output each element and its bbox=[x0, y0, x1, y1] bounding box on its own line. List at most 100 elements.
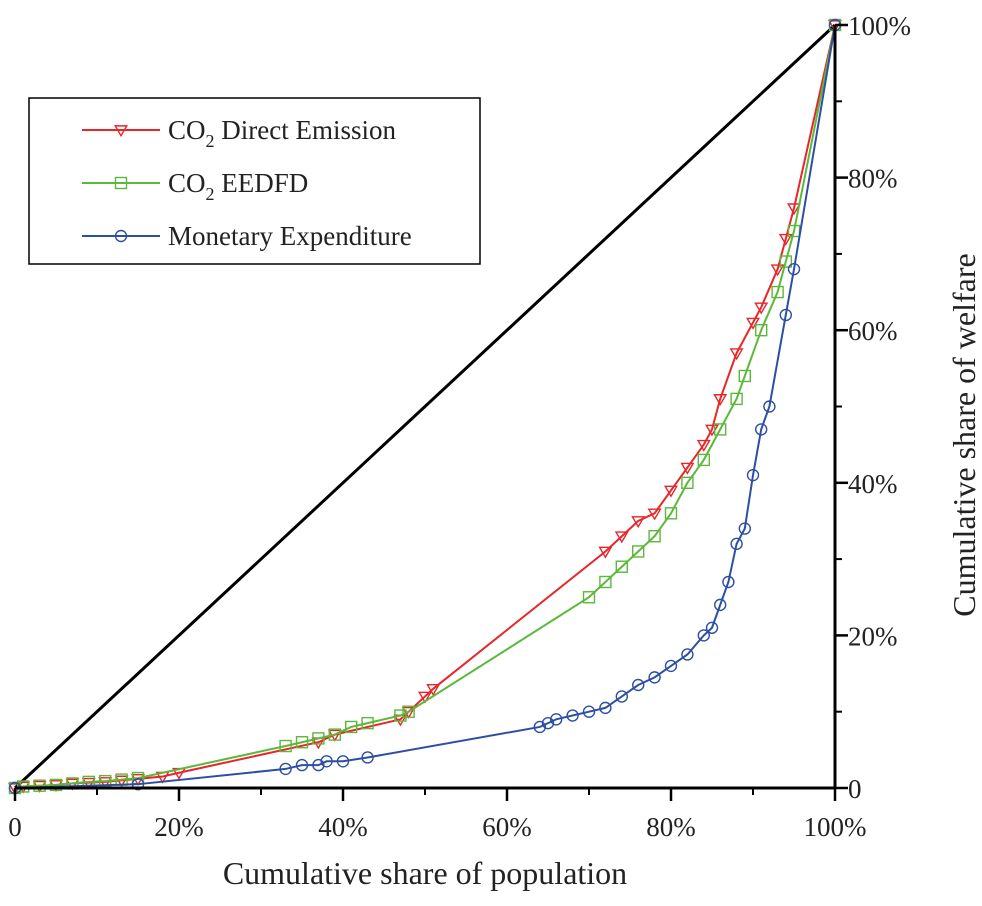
series-3-point bbox=[730, 537, 743, 551]
series-3-point bbox=[566, 709, 579, 722]
series-2-point bbox=[681, 476, 694, 489]
series-2-point bbox=[17, 780, 30, 793]
legend-marker bbox=[114, 229, 128, 243]
legend-marker bbox=[114, 125, 128, 138]
series-1-point bbox=[647, 508, 662, 521]
series-2-point bbox=[615, 560, 628, 573]
series-1-point bbox=[614, 531, 629, 544]
series-1-point bbox=[114, 775, 129, 788]
legend-label: CO2 Direct Emission bbox=[168, 115, 396, 151]
series-3-point bbox=[312, 758, 325, 772]
x-tick-label: 0 bbox=[8, 812, 22, 842]
series-2-point bbox=[664, 507, 678, 520]
series-2-point bbox=[648, 530, 661, 543]
series-2-point bbox=[755, 324, 768, 337]
series-1-point bbox=[770, 264, 785, 277]
series-3-point bbox=[779, 308, 792, 322]
legend-label: Monetary Expenditure bbox=[168, 221, 412, 251]
series-1-point bbox=[787, 203, 801, 216]
y-tick-label: 20% bbox=[848, 621, 898, 651]
legend-label: CO2 EEDFD bbox=[168, 168, 308, 204]
series-3-point bbox=[755, 423, 768, 436]
series-3-point bbox=[582, 705, 596, 718]
series-1-point bbox=[713, 394, 728, 407]
series-1-point bbox=[426, 683, 441, 696]
series-2-point bbox=[697, 453, 710, 467]
series-3-point bbox=[738, 522, 751, 535]
legend-marker bbox=[114, 176, 128, 190]
series-1-point bbox=[598, 546, 613, 559]
series-3-point bbox=[279, 762, 292, 776]
series-1-point bbox=[81, 777, 96, 790]
series-3 bbox=[8, 18, 842, 795]
equality-line bbox=[13, 23, 837, 790]
series-2-point bbox=[361, 716, 374, 730]
legend-item: Monetary Expenditure bbox=[82, 221, 412, 251]
series-2-point bbox=[49, 778, 63, 792]
series-3-point bbox=[714, 598, 727, 612]
series-2-point bbox=[738, 369, 751, 383]
series-2-point bbox=[632, 545, 645, 558]
axes-layer: 0 20% 40% 60% 80% 100% 0 20% 40% 60% 80% 100% bbox=[8, 11, 911, 842]
x-axis-title: Cumulative share of population bbox=[223, 855, 627, 891]
series-3-point bbox=[550, 713, 563, 726]
series-2-point bbox=[279, 739, 292, 753]
series-3-point bbox=[295, 758, 309, 772]
series-3-point bbox=[533, 720, 546, 734]
y-axis-title: Cumulative share of welfare bbox=[946, 253, 982, 616]
series-3-point bbox=[763, 400, 776, 413]
series-3-point bbox=[361, 751, 374, 764]
series-layer bbox=[8, 18, 842, 796]
series-1-point bbox=[98, 777, 113, 790]
series-2-point bbox=[328, 728, 341, 741]
x-tick-label: 80% bbox=[646, 812, 696, 842]
series-2-point bbox=[33, 779, 46, 792]
legend-item: CO2 EEDFD bbox=[82, 168, 308, 204]
x-tick-label: 60% bbox=[482, 812, 532, 842]
series-2 bbox=[8, 18, 842, 795]
series-2-point bbox=[599, 575, 612, 589]
x-tick-label: 100% bbox=[804, 812, 867, 842]
y-tick-label: 100% bbox=[848, 11, 911, 41]
series-3-point bbox=[705, 621, 719, 634]
series-2-point bbox=[714, 423, 727, 436]
series-2-point bbox=[312, 732, 325, 745]
series-3-point bbox=[615, 690, 628, 703]
series-1-point bbox=[729, 348, 744, 361]
x-tick-label: 40% bbox=[318, 812, 368, 842]
series-2-point bbox=[582, 591, 596, 604]
series-3-point bbox=[697, 629, 710, 642]
y-tick-label: 80% bbox=[848, 164, 898, 194]
series-3-point bbox=[320, 755, 333, 768]
series-3-point bbox=[787, 262, 801, 276]
y-tick-label: 0 bbox=[848, 774, 862, 804]
series-1-point bbox=[664, 485, 678, 498]
series-1-point bbox=[746, 317, 760, 330]
series-1-point bbox=[418, 691, 432, 704]
series-3-point bbox=[541, 716, 555, 730]
series-2-point bbox=[295, 736, 309, 749]
series-1-point bbox=[754, 302, 769, 315]
legend-item: CO2 Direct Emission bbox=[82, 115, 396, 151]
series-2-point bbox=[730, 392, 743, 406]
series-1-point bbox=[631, 516, 646, 529]
x-tick-label: 20% bbox=[154, 812, 204, 842]
y-tick-label: 60% bbox=[848, 316, 898, 346]
series-3-point bbox=[746, 468, 760, 482]
legend: CO2 Direct Emission CO2 EEDFD Monetary Exp… bbox=[28, 97, 481, 265]
series-3-line bbox=[14, 24, 836, 789]
series-2-point bbox=[345, 720, 358, 734]
series-1-point bbox=[696, 439, 711, 452]
series-3-point bbox=[599, 701, 612, 715]
series-2-point bbox=[402, 705, 415, 718]
y-tick-label: 40% bbox=[848, 469, 898, 499]
series-3-point bbox=[722, 575, 735, 589]
series-3-point bbox=[681, 648, 694, 661]
series-2-point bbox=[779, 255, 792, 268]
series-3-point bbox=[336, 755, 350, 768]
series-2-point bbox=[771, 285, 784, 299]
series-3-point bbox=[664, 659, 678, 673]
series-3-point bbox=[648, 671, 661, 684]
series-1-point bbox=[680, 462, 695, 475]
